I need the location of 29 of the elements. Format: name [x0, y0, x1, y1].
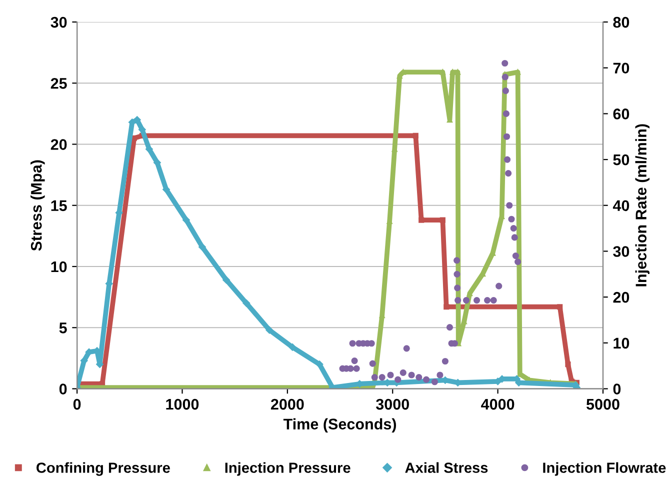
y-tick-label: 30 [50, 16, 67, 28]
x-tick-label: 3000 [376, 398, 409, 410]
y2-tick-label: 0 [613, 384, 621, 394]
y-tick-label: 5 [59, 322, 67, 334]
legend-label: Axial Stress [405, 462, 488, 473]
legend-label: Injection Pressure [225, 462, 350, 476]
y-tick-label: 20 [50, 139, 67, 150]
y2-axis-title: Injection Rate (ml/min) [635, 124, 650, 286]
y2-tick-label: 60 [613, 108, 630, 120]
y-tick-label: 10 [51, 261, 67, 272]
y-tick-label: 15 [51, 200, 67, 212]
y2-tick-label: 20 [613, 292, 630, 303]
legend-label: Injection Flowrate [543, 462, 666, 476]
y2-tick-label: 30 [613, 246, 630, 257]
y2-tick-label: 50 [613, 154, 630, 166]
y2-tick-label: 10 [614, 338, 630, 349]
x-tick-label: 2000 [270, 398, 304, 410]
y-tick-label: 25 [50, 78, 67, 89]
y2-tick-label: 40 [612, 200, 630, 212]
y2-tick-label: 70 [613, 62, 630, 74]
y-tick-label: 0 [59, 384, 67, 394]
x-tick-label: 1000 [166, 398, 199, 410]
x-tick-label: 0 [73, 398, 81, 410]
x-tick-label: 4000 [481, 398, 514, 410]
x-tick-label: 5000 [586, 398, 620, 410]
y-axis-title: Stress (Mpa) [30, 160, 45, 251]
y2-tick-label: 80 [613, 16, 630, 28]
x-axis-title: Time (Seconds) [283, 418, 396, 433]
legend-label: Confining Pressure [36, 462, 170, 476]
